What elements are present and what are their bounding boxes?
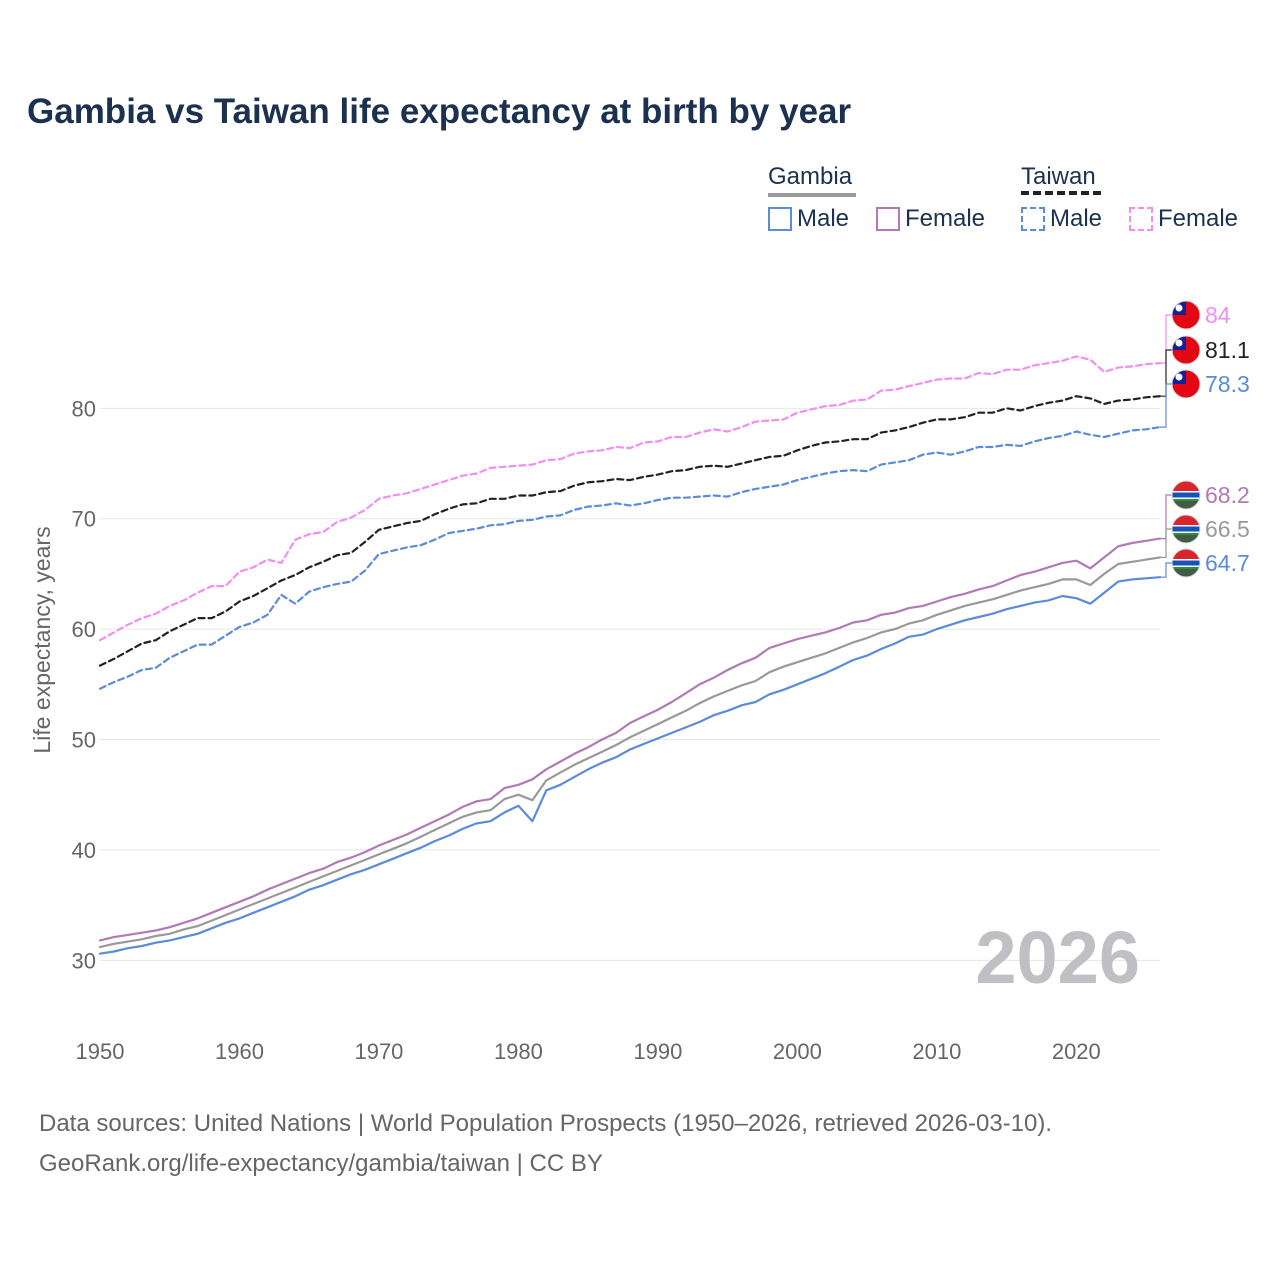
legend-swatch-taiwan-female [1129, 207, 1153, 231]
flag-marker-taiwan_total-ring [1171, 335, 1201, 365]
flag-marker-taiwan_male [1171, 369, 1201, 399]
y-axis-label: Life expectancy, years [29, 526, 55, 753]
legend-gambia-underline [768, 193, 856, 197]
x-tick-label-1960: 1960 [215, 1039, 264, 1064]
legend-taiwan-male-label: Male [1050, 205, 1103, 232]
leader-taiwan_male [1160, 383, 1172, 428]
x-tick-label-2020: 2020 [1052, 1039, 1101, 1064]
flag-marker-taiwan_male-ring [1171, 369, 1201, 399]
series-line-taiwan_female [98, 355, 1162, 642]
flag-marker-gambia_female-fill [1172, 481, 1200, 509]
leader-gambia_male [1160, 562, 1172, 578]
gridlines [100, 407, 1160, 961]
y-tick-label-80: 80 [72, 396, 96, 421]
flag-marker-gambia_male-blue [1172, 560, 1200, 566]
series-line-gambia_female [98, 537, 1162, 942]
legend-gambia-title: Gambia [768, 163, 853, 190]
legend-gambia-female[interactable]: Female [876, 204, 985, 234]
chart-title: Gambia vs Taiwan life expectancy at birt… [27, 92, 852, 131]
flag-marker-gambia_total-ring [1171, 514, 1201, 544]
flag-marker-gambia_total-fill [1172, 515, 1200, 543]
x-tick-label-1970: 1970 [354, 1039, 403, 1064]
legend-gambia-female-label: Female [905, 205, 986, 232]
y-tick-label-70: 70 [72, 507, 96, 532]
legend-taiwan-female[interactable]: Female [1129, 204, 1238, 234]
leader-taiwan_female [1160, 314, 1172, 364]
y-tick-label-60: 60 [72, 617, 96, 642]
series-line-taiwan_total [98, 395, 1162, 667]
end-label-gambia_female: 68.2 [1205, 482, 1250, 508]
end-label-gambia_male: 64.7 [1205, 550, 1250, 576]
flag-marker-taiwan_male-sun [1175, 373, 1183, 381]
flag-marker-gambia_male-ring [1171, 548, 1201, 578]
flag-marker-taiwan_female [1171, 300, 1201, 330]
flag-marker-taiwan_male-fill [1172, 370, 1200, 398]
legend-gambia-male-label: Male [797, 205, 850, 232]
leader-gambia_total [1160, 528, 1172, 558]
x-tick-label-1990: 1990 [633, 1039, 682, 1064]
year-watermark: 2026 [975, 916, 1140, 999]
axes: 30 40 50 60 70 80 1950 1960 1970 1980 1990 2000 2010… [72, 396, 1101, 1064]
y-tick-label-30: 30 [72, 948, 96, 973]
x-tick-label-2000: 2000 [773, 1039, 822, 1064]
flag-marker-gambia_female-blue [1172, 492, 1200, 498]
legend-taiwan-title: Taiwan [1021, 163, 1096, 190]
flag-marker-gambia_male-red [1172, 549, 1200, 559]
series-line-gambia_total [98, 556, 1162, 949]
series-lines [98, 355, 1162, 955]
flag-marker-gambia_female [1171, 480, 1201, 510]
end-label-gambia_total: 66.5 [1205, 516, 1250, 542]
leader-gambia_female [1160, 494, 1172, 540]
flag-marker-taiwan_total [1171, 335, 1201, 365]
flag-marker-taiwan_female-ring [1171, 300, 1201, 330]
flag-marker-gambia_total-blue [1172, 526, 1200, 532]
legend-taiwan-male[interactable]: Male [1021, 204, 1102, 234]
legend-swatch-taiwan-male [1021, 207, 1045, 231]
legend-gambia-male[interactable]: Male [768, 204, 849, 234]
x-tick-label-2010: 2010 [912, 1039, 961, 1064]
flag-marker-gambia_female-red [1172, 481, 1200, 491]
legend-swatch-gambia-female [876, 207, 900, 231]
flag-marker-taiwan_female-sun [1175, 304, 1183, 312]
series-line-taiwan_male [98, 426, 1162, 690]
x-tick-label-1980: 1980 [494, 1039, 543, 1064]
leader-taiwan_total [1160, 349, 1172, 397]
source-note: Data sources: United Nations | World Pop… [39, 1104, 1052, 1184]
flag-marker-gambia_male-shade [1172, 569, 1200, 577]
y-tick-label-50: 50 [72, 728, 96, 753]
y-tick-label-40: 40 [72, 838, 96, 863]
flag-marker-gambia_total [1171, 514, 1201, 544]
flag-marker-taiwan_total-sun [1175, 339, 1183, 347]
flag-marker-gambia_total-shade [1172, 535, 1200, 543]
legend-taiwan-underline [1021, 191, 1101, 195]
flag-marker-gambia_male [1171, 548, 1201, 578]
flag-marker-taiwan_female-fill [1172, 301, 1200, 329]
end-labels: 84 81.1 78.3 68.2 66.5 64.7 [1160, 300, 1250, 578]
end-label-taiwan_female: 84 [1205, 302, 1231, 328]
flag-marker-gambia_female-shade [1172, 501, 1200, 509]
end-label-taiwan_male: 78.3 [1205, 371, 1250, 397]
end-label-taiwan_total: 81.1 [1205, 337, 1250, 363]
flag-marker-gambia_female-ring [1171, 480, 1201, 510]
source-line-1: Data sources: United Nations | World Pop… [39, 1110, 1053, 1137]
series-line-gambia_male [98, 576, 1162, 955]
flag-marker-gambia_total-red [1172, 515, 1200, 525]
source-line-2[interactable]: GeoRank.org/life-expectancy/gambia/taiwa… [39, 1150, 603, 1177]
legend-swatch-gambia-male [768, 207, 792, 231]
flag-marker-gambia_male-fill [1172, 549, 1200, 577]
x-tick-label-1950: 1950 [76, 1039, 125, 1064]
legend-taiwan-female-label: Female [1158, 205, 1239, 232]
